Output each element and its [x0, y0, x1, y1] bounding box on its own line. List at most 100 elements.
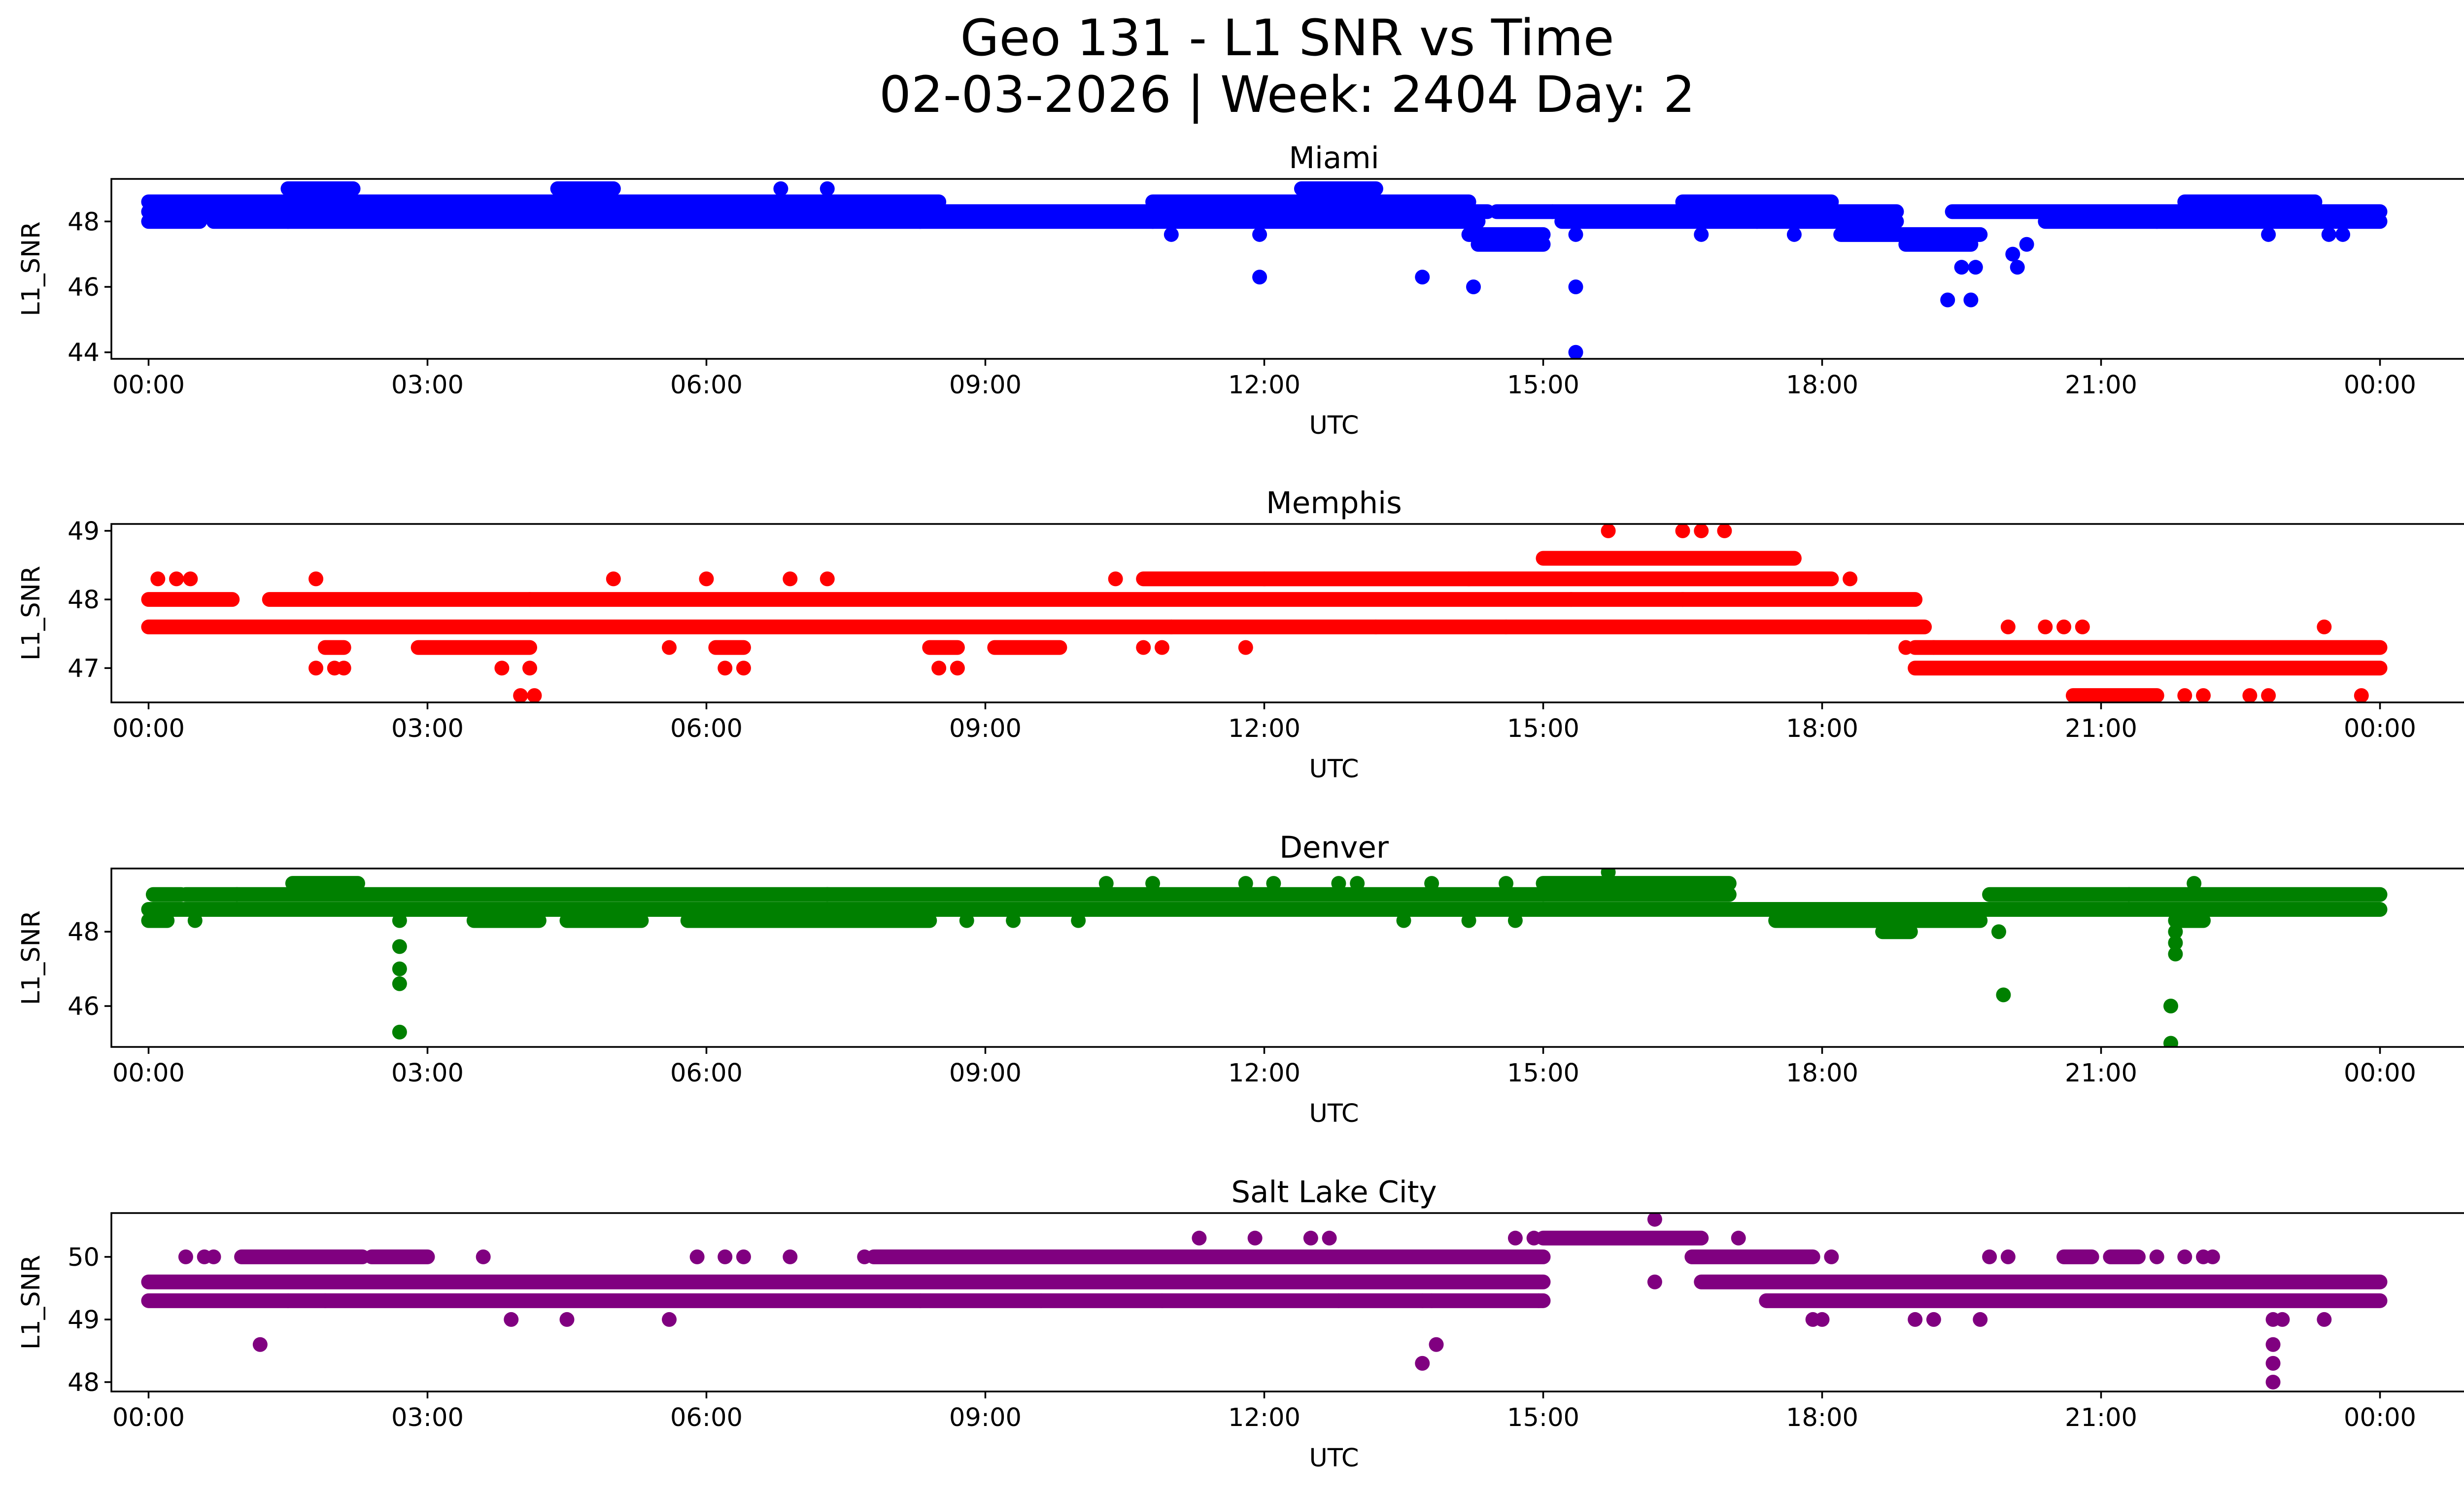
point-run: [1875, 924, 1918, 939]
data-point: [1252, 227, 1267, 242]
x-tick-label: 12:00: [1228, 1403, 1300, 1432]
y-tick-label: 50: [68, 1243, 100, 1272]
point-run: [1489, 204, 1560, 219]
point-run: [178, 887, 244, 902]
data-point: [959, 913, 974, 928]
data-point: [1006, 913, 1021, 928]
data-point: [336, 661, 351, 676]
data-point: [392, 976, 407, 991]
data-point: [280, 214, 296, 229]
data-point: [857, 1249, 872, 1264]
data-point: [392, 1024, 407, 1040]
data-point: [1843, 571, 1858, 587]
point-run: [1768, 913, 1988, 928]
x-tick-label: 21:00: [2065, 1059, 2137, 1088]
point-run: [1536, 551, 1802, 566]
x-tick-label: 15:00: [1507, 371, 1579, 400]
x-tick-label: 15:00: [1507, 714, 1579, 743]
point-run: [1908, 640, 2388, 655]
x-tick-label: 09:00: [949, 714, 1022, 743]
y-tick-label: 48: [68, 918, 100, 947]
data-point: [1908, 1312, 1923, 1327]
data-point: [1973, 1312, 1988, 1327]
data-point: [1675, 524, 1690, 538]
data-point: [1145, 876, 1161, 891]
data-point: [1499, 876, 1514, 891]
y-tick-label: 44: [68, 339, 100, 368]
y-tick-label: 47: [68, 654, 100, 683]
point-run: [550, 181, 621, 196]
panel-title-memphis: Memphis: [1266, 486, 1402, 521]
x-tick-label: 00:00: [112, 714, 185, 743]
panel-title-miami: Miami: [1289, 140, 1379, 175]
data-point: [2163, 999, 2179, 1014]
plot-frame: [110, 1212, 2464, 1392]
point-run: [1675, 194, 1839, 209]
data-point: [1424, 1293, 1439, 1308]
data-point: [2265, 1356, 2281, 1371]
panel-title-salt-lake-city: Salt Lake City: [1231, 1175, 1437, 1210]
data-point: [662, 1312, 677, 1327]
data-point: [2242, 688, 2258, 702]
data-point: [280, 1293, 296, 1308]
scatter-series-denver: [141, 869, 2388, 1047]
data-point: [1568, 227, 1583, 242]
point-run: [141, 1274, 1551, 1289]
data-point: [1331, 1293, 1346, 1308]
y-tick-label: 48: [68, 208, 100, 237]
point-run: [2065, 688, 2164, 702]
data-point: [2321, 227, 2336, 242]
data-point: [1164, 619, 1179, 634]
point-run: [141, 913, 175, 928]
point-run: [866, 1249, 1551, 1264]
data-point: [1098, 876, 1114, 891]
data-point: [2163, 1036, 2179, 1047]
data-point: [1982, 1249, 1997, 1264]
y-tick-label: 48: [68, 586, 100, 615]
point-run: [317, 640, 351, 655]
x-tick-label: 06:00: [670, 1059, 743, 1088]
point-run: [1684, 1249, 1820, 1264]
x-tick-label: 12:00: [1228, 714, 1300, 743]
data-point: [178, 1249, 193, 1264]
x-tick-label: 00:00: [112, 371, 185, 400]
panel-title-denver: Denver: [1279, 830, 1389, 865]
data-point: [1424, 876, 1439, 891]
data-point: [1824, 1249, 1839, 1264]
point-run: [1257, 571, 1839, 587]
x-tick-label: 21:00: [2065, 371, 2137, 400]
data-point: [1526, 1230, 1541, 1246]
x-tick-label: 09:00: [949, 371, 1022, 400]
data-point: [1507, 913, 1523, 928]
data-point: [689, 1249, 705, 1264]
x-tick-label: 12:00: [1228, 371, 1300, 400]
point-run: [141, 194, 947, 209]
data-point: [2010, 260, 2025, 275]
x-tick-label: 18:00: [1786, 1059, 1858, 1088]
data-point: [1136, 640, 1151, 655]
point-run: [141, 592, 240, 607]
point-run: [1136, 571, 1272, 587]
scatter-series-salt-lake-city: [141, 1213, 2388, 1390]
x-tick-label: 09:00: [949, 1059, 1022, 1088]
data-point: [1647, 1213, 1662, 1227]
data-point: [2317, 619, 2332, 634]
data-point: [1461, 913, 1476, 928]
data-point: [1466, 279, 1481, 294]
scatter-series-memphis: [141, 524, 2388, 702]
data-point: [308, 661, 324, 676]
point-run: [285, 876, 365, 891]
data-point: [2038, 619, 2053, 634]
data-point: [1531, 1293, 1546, 1308]
data-point: [1033, 1293, 1049, 1308]
point-run: [2103, 1249, 2146, 1264]
data-point: [308, 571, 324, 587]
x-axis-label: UTC: [1309, 755, 1359, 784]
data-point: [1996, 987, 2011, 1003]
data-point: [2075, 619, 2090, 634]
figure-title-line1: Geo 131 - L1 SNR vs Time: [960, 9, 1614, 68]
x-tick-label: 21:00: [2065, 714, 2137, 743]
data-point: [1694, 524, 1709, 538]
data-point: [1564, 592, 1579, 607]
data-point: [2168, 924, 2183, 939]
